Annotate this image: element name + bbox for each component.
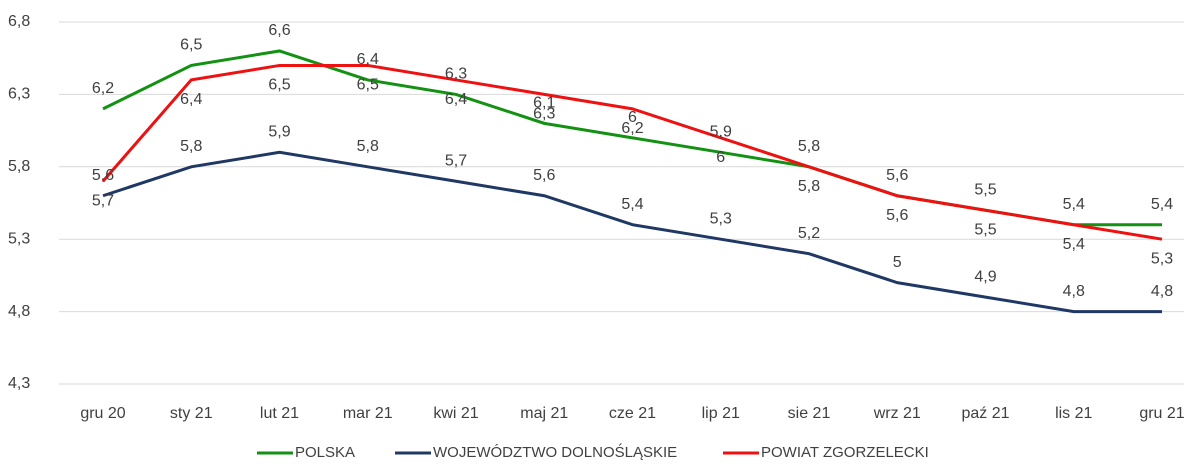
data-label: 5,6 <box>886 167 908 184</box>
data-label: 4,8 <box>1063 283 1085 300</box>
data-label: 6,3 <box>533 106 555 123</box>
x-tick-label: cze 21 <box>609 405 656 422</box>
data-label: 6 <box>716 149 725 166</box>
series-line <box>101 63 1163 241</box>
y-tick-label: 6,8 <box>8 13 30 30</box>
x-tick-label: gru 20 <box>80 405 125 422</box>
legend-label: WOJEWÓDZTWO DOLNOŚLĄSKIE <box>433 443 677 461</box>
data-label: 5,9 <box>710 124 732 141</box>
y-tick-label: 6,3 <box>8 86 30 103</box>
data-label: 5,4 <box>1151 196 1173 213</box>
data-label: 6,5 <box>268 77 290 94</box>
data-label: 5,5 <box>974 221 996 238</box>
legend-label: POWIAT ZGORZELECKI <box>761 444 929 461</box>
data-label: 5,8 <box>180 138 202 155</box>
data-label: 5,8 <box>798 178 820 195</box>
data-label: 5,6 <box>533 167 555 184</box>
data-label: 5 <box>893 254 902 271</box>
data-label: 6,2 <box>621 120 643 137</box>
data-label: 6,5 <box>357 77 379 94</box>
data-label: 4,8 <box>1151 283 1173 300</box>
y-tick-label: 5,8 <box>8 158 30 175</box>
data-label: 6 <box>628 109 637 126</box>
data-label: 5,9 <box>268 124 290 141</box>
x-tick-label: lis 21 <box>1055 405 1092 422</box>
x-tick-label: wrz 21 <box>873 405 921 422</box>
x-tick-label: sie 21 <box>788 405 831 422</box>
data-label: 6,5 <box>180 37 202 54</box>
data-label: 5,2 <box>798 225 820 242</box>
data-label: 4,9 <box>974 268 996 285</box>
data-label: 6,4 <box>445 91 467 108</box>
y-tick-label: 5,3 <box>8 230 30 247</box>
data-label: 5,8 <box>357 138 379 155</box>
data-label: 5,4 <box>1063 196 1085 213</box>
data-label: 5,6 <box>886 207 908 224</box>
series-line <box>102 150 1162 314</box>
data-label: 5,8 <box>798 138 820 155</box>
y-tick-label: 4,8 <box>8 303 30 320</box>
y-tick-label: 4,3 <box>8 375 30 392</box>
x-tick-label: paź 21 <box>961 405 1009 422</box>
data-label: 5,7 <box>92 192 114 209</box>
x-tick-label: mar 21 <box>343 405 393 422</box>
data-label: 6,6 <box>268 22 290 39</box>
x-tick-label: lip 21 <box>702 405 740 422</box>
data-label: 6,4 <box>357 51 379 68</box>
data-label: 5,4 <box>621 196 643 213</box>
data-label: 6,3 <box>445 66 467 83</box>
data-label: 6,1 <box>533 95 555 112</box>
x-tick-label: gru 21 <box>1139 405 1184 422</box>
x-tick-label: lut 21 <box>260 405 299 422</box>
data-label: 5,3 <box>1151 250 1173 267</box>
data-label: 5,6 <box>92 167 114 184</box>
x-tick-label: kwi 21 <box>433 405 478 422</box>
x-tick-label: sty 21 <box>170 405 213 422</box>
data-label: 5,7 <box>445 152 467 169</box>
x-tick-label: maj 21 <box>520 405 568 422</box>
data-label: 6,4 <box>180 91 202 108</box>
data-label: 5,5 <box>974 181 996 198</box>
data-label: 5,3 <box>710 210 732 227</box>
data-label: 6,2 <box>92 80 114 97</box>
data-label: 5,4 <box>1063 236 1085 253</box>
legend-label: POLSKA <box>295 444 355 461</box>
